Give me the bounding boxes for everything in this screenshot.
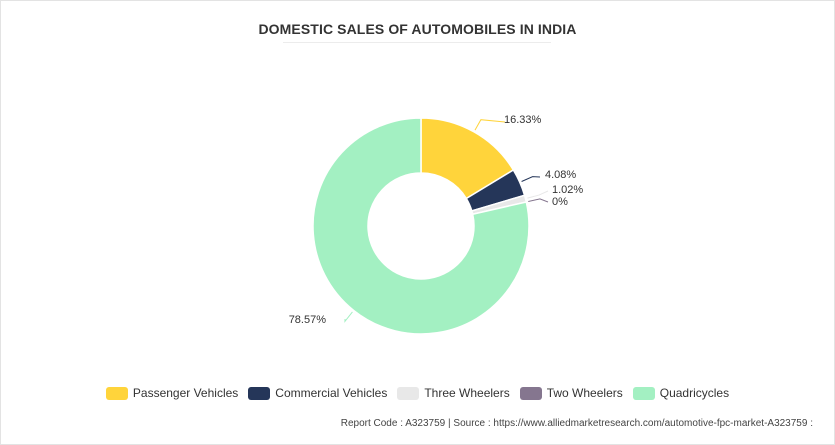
title-divider xyxy=(283,42,551,43)
legend-item-quadricycles[interactable]: Quadricycles xyxy=(632,386,730,400)
legend-swatch xyxy=(105,386,128,400)
slice-label-three-wheelers: 1.02% xyxy=(552,184,583,196)
slice-label-quadricycles: 78.57% xyxy=(289,314,327,326)
slice-label-commercial-vehicles: 4.08% xyxy=(545,169,576,181)
leader-line-three-wheelers xyxy=(527,190,549,199)
slice-label-two-wheelers: 0% xyxy=(552,196,568,208)
legend-item-commercial-vehicles[interactable]: Commercial Vehicles xyxy=(248,386,387,400)
leader-line-quadricycles xyxy=(344,311,353,323)
legend-label: Two Wheelers xyxy=(546,386,623,400)
legend-label: Quadricycles xyxy=(659,386,730,400)
legend-label: Commercial Vehicles xyxy=(275,386,388,400)
legend-swatch xyxy=(519,386,542,400)
leader-line-two-wheelers xyxy=(528,198,549,203)
leader-line-passenger-vehicles xyxy=(474,119,506,131)
legend-label: Three Wheelers xyxy=(424,386,510,400)
legend-item-two-wheelers[interactable]: Two Wheelers xyxy=(519,386,623,400)
legend-swatch xyxy=(397,386,420,400)
chart-title: DOMESTIC SALES OF AUTOMOBILES IN INDIA xyxy=(258,21,577,37)
source-footer: Report Code : A323759 | Source : https:/… xyxy=(340,418,813,429)
legend-swatch xyxy=(248,386,271,400)
legend-swatch xyxy=(632,386,655,400)
slice-label-passenger-vehicles: 16.33% xyxy=(504,114,542,126)
leader-line-commercial-vehicles xyxy=(521,176,541,182)
legend-item-passenger-vehicles[interactable]: Passenger Vehicles xyxy=(105,386,239,400)
legend-item-three-wheelers[interactable]: Three Wheelers xyxy=(397,386,510,400)
donut-slice-quadricycles[interactable] xyxy=(312,117,530,335)
chart-legend: Passenger Vehicles Commercial Vehicles T… xyxy=(0,386,835,400)
legend-label: Passenger Vehicles xyxy=(132,386,239,400)
